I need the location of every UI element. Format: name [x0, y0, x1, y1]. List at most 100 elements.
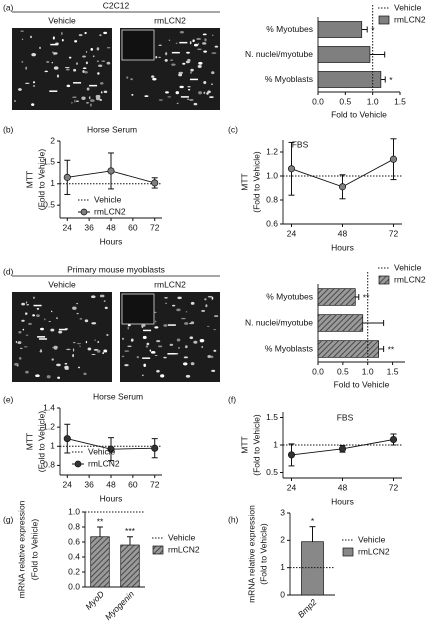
micrograph-cell — [88, 96, 91, 100]
micrograph-cell — [202, 42, 207, 45]
micrograph-cell — [91, 295, 96, 299]
micrograph-cell — [165, 52, 168, 56]
inset — [121, 293, 155, 325]
y-tick-label: 1 — [50, 178, 55, 188]
y-tick-label: 1.5 — [43, 157, 55, 167]
micrograph-cell — [76, 62, 78, 66]
micrograph-cell — [190, 321, 195, 325]
micrograph-cell — [83, 372, 87, 376]
micrograph-cell — [50, 328, 55, 332]
image-label: Vehicle — [48, 15, 76, 25]
y-axis-label: MTT — [239, 436, 249, 453]
micrograph-cell — [124, 350, 130, 352]
micrograph-cell — [44, 70, 48, 73]
micrograph-cell — [14, 362, 19, 366]
micrograph-cell — [203, 81, 207, 85]
micrograph-cell — [51, 310, 53, 313]
micrograph-cell — [142, 374, 144, 377]
x-axis-label: Hours — [331, 242, 354, 252]
micrograph-cell — [90, 103, 92, 107]
micrograph-cell — [190, 301, 195, 305]
micrograph-cell — [99, 99, 102, 101]
legend-label: rmLCN2 — [358, 546, 390, 556]
micrograph-cell — [36, 314, 40, 318]
micrograph-cell — [126, 76, 129, 79]
y-axis-label: (Fold to Vehicle) — [36, 411, 46, 473]
x-tick-label: 48 — [338, 482, 348, 492]
significance-label: ** — [363, 292, 370, 302]
micrograph-cell — [76, 312, 79, 315]
x-tick-label: 24 — [63, 479, 73, 489]
micrograph-cell — [106, 61, 111, 65]
micrograph-cell — [82, 67, 87, 69]
y-tick-label: 1.2 — [266, 146, 278, 156]
y-tick-label: 0.8 — [266, 194, 278, 204]
micrograph-cell — [31, 52, 37, 57]
micrograph-cell — [197, 64, 202, 68]
y-tick-label: 0.5 — [266, 467, 278, 477]
y-tick-label: 0 — [280, 589, 285, 599]
micrograph-cell — [207, 295, 213, 298]
y-axis-label: (Fold to Vehicle) — [29, 519, 39, 581]
micrograph-cell — [181, 317, 186, 320]
bar — [317, 46, 371, 63]
significance-label: * — [389, 75, 393, 85]
micrograph-cell — [85, 61, 88, 65]
micrograph-cell — [186, 51, 190, 54]
micrograph-cell — [185, 311, 188, 313]
micrograph-cell — [92, 55, 95, 58]
x-axis-label: Hours — [331, 496, 354, 506]
micrograph-cell — [96, 349, 101, 353]
micrograph-cell — [189, 41, 192, 45]
micrograph-cell — [155, 320, 157, 323]
micrograph-cell — [53, 66, 59, 70]
micrograph-cell — [197, 48, 202, 50]
micrograph-cell — [158, 99, 163, 101]
micrograph-cell — [203, 91, 206, 94]
point — [389, 155, 398, 163]
micrograph-cell — [176, 338, 181, 342]
micrograph-cell — [58, 330, 63, 334]
significance-label: * — [311, 516, 315, 526]
image-group-title: C2C12 — [103, 0, 130, 10]
micrograph-cell — [85, 340, 88, 344]
panel-label: (c) — [228, 124, 238, 134]
micrograph-cell — [51, 61, 54, 64]
micrograph-cell — [214, 45, 219, 48]
micrograph-cell — [68, 56, 72, 59]
micrograph-cell — [33, 296, 35, 299]
x-tick-label: 24 — [287, 482, 297, 492]
micrograph-cell — [100, 91, 103, 94]
legend-label: Vehicle — [358, 534, 386, 544]
chart-title: Horse Serum — [87, 124, 137, 134]
micrograph-cell — [76, 343, 82, 345]
panel-label: (h) — [228, 514, 239, 524]
micrograph-cell — [40, 349, 42, 353]
micrograph-cell — [158, 44, 162, 47]
category-label: N. nuclei/myotube — [245, 317, 313, 327]
micrograph-cell — [82, 55, 86, 58]
point — [287, 451, 296, 459]
micrograph-cell — [164, 297, 168, 299]
micrograph-cell — [78, 34, 83, 37]
y-tick-label: 0.8 — [68, 521, 80, 531]
legend-label: Vehicle — [168, 532, 196, 542]
y-axis-label: (Fold to Vehicle) — [36, 149, 46, 211]
panel-label: (a) — [3, 2, 14, 12]
micrograph-cell — [189, 336, 194, 340]
micrograph-cell — [187, 86, 191, 88]
micrograph-cell — [165, 302, 167, 305]
x-tick-label: 36 — [84, 479, 94, 489]
y-tick-label: 1.0 — [68, 506, 80, 516]
point — [389, 435, 398, 444]
point — [338, 445, 347, 453]
micrograph-cell — [46, 60, 50, 64]
micrograph-cell — [170, 59, 174, 61]
micrograph-cell — [56, 363, 61, 367]
micrograph-cell — [84, 31, 87, 35]
micrograph-cell — [184, 345, 188, 349]
micrograph-cell — [183, 356, 188, 359]
micrograph-cell — [91, 353, 96, 355]
micrograph-cell — [17, 341, 22, 345]
micrograph-cell — [23, 346, 28, 348]
